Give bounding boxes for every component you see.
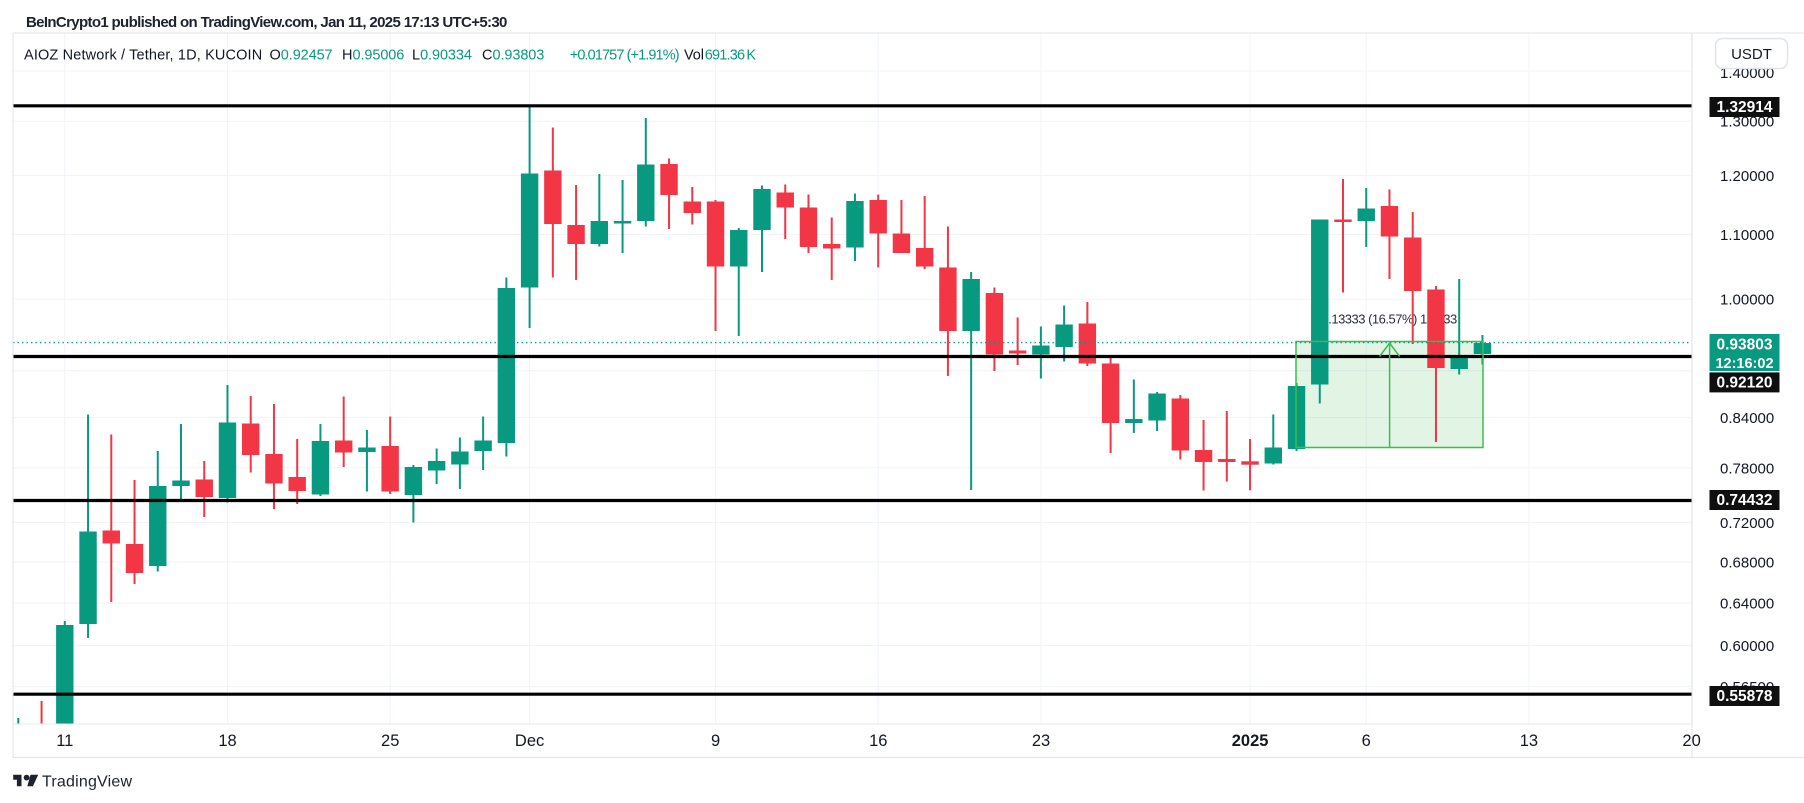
svg-text:+0.01757 (+1.91%): +0.01757 (+1.91%) xyxy=(570,48,679,64)
svg-text:1.20000: 1.20000 xyxy=(1720,168,1774,185)
svg-text:691.36 K: 691.36 K xyxy=(705,48,757,64)
svg-text:16: 16 xyxy=(869,732,887,750)
svg-text:23: 23 xyxy=(1032,732,1050,750)
svg-text:0.60000: 0.60000 xyxy=(1720,638,1774,655)
svg-text:0.90334: 0.90334 xyxy=(420,48,472,64)
svg-text:0.84000: 0.84000 xyxy=(1720,410,1774,427)
svg-text:0.55878: 0.55878 xyxy=(1716,688,1772,705)
svg-text:0.74432: 0.74432 xyxy=(1716,492,1772,509)
svg-text:USDT: USDT xyxy=(1731,46,1772,63)
svg-text:6: 6 xyxy=(1362,732,1371,750)
svg-text:11: 11 xyxy=(56,732,73,750)
svg-text:0.92120: 0.92120 xyxy=(1716,374,1772,391)
svg-text:BeInCrypto1 published on Tradi: BeInCrypto1 published on TradingView.com… xyxy=(26,14,507,31)
svg-text:18: 18 xyxy=(218,732,236,750)
svg-text:Dec: Dec xyxy=(515,732,544,750)
svg-text:C: C xyxy=(482,48,492,64)
svg-text:1.00000: 1.00000 xyxy=(1720,292,1774,309)
svg-text:2025: 2025 xyxy=(1232,732,1269,750)
svg-text:0.64000: 0.64000 xyxy=(1720,596,1774,613)
svg-text:Vol: Vol xyxy=(684,48,704,64)
svg-text:0.93803: 0.93803 xyxy=(493,48,545,64)
svg-text:O: O xyxy=(270,48,281,64)
svg-text:13: 13 xyxy=(1520,732,1538,750)
svg-text:0.92457: 0.92457 xyxy=(281,48,333,64)
svg-text:1.30000: 1.30000 xyxy=(1720,114,1774,131)
svg-text:AIOZ Network / Tether, 1D, KUC: AIOZ Network / Tether, 1D, KUCOIN xyxy=(24,48,262,64)
svg-text:12:16:02: 12:16:02 xyxy=(1715,356,1773,372)
svg-text:0.93803: 0.93803 xyxy=(1716,337,1772,354)
svg-text:0.95006: 0.95006 xyxy=(353,48,405,64)
svg-text:25: 25 xyxy=(381,732,399,750)
svg-text:20: 20 xyxy=(1682,732,1700,750)
svg-text:L: L xyxy=(412,48,420,64)
svg-text:TradingView: TradingView xyxy=(42,774,132,791)
svg-text:9: 9 xyxy=(711,732,720,750)
svg-text:0.13333 (16.57%) 133.33: 0.13333 (16.57%) 133.33 xyxy=(1322,312,1457,327)
svg-text:0.78000: 0.78000 xyxy=(1720,460,1774,477)
svg-text:1.32914: 1.32914 xyxy=(1716,99,1772,116)
svg-text:0.72000: 0.72000 xyxy=(1720,515,1774,532)
svg-text:H: H xyxy=(342,48,352,64)
svg-text:1.10000: 1.10000 xyxy=(1720,227,1774,244)
svg-text:0.68000: 0.68000 xyxy=(1720,555,1774,572)
